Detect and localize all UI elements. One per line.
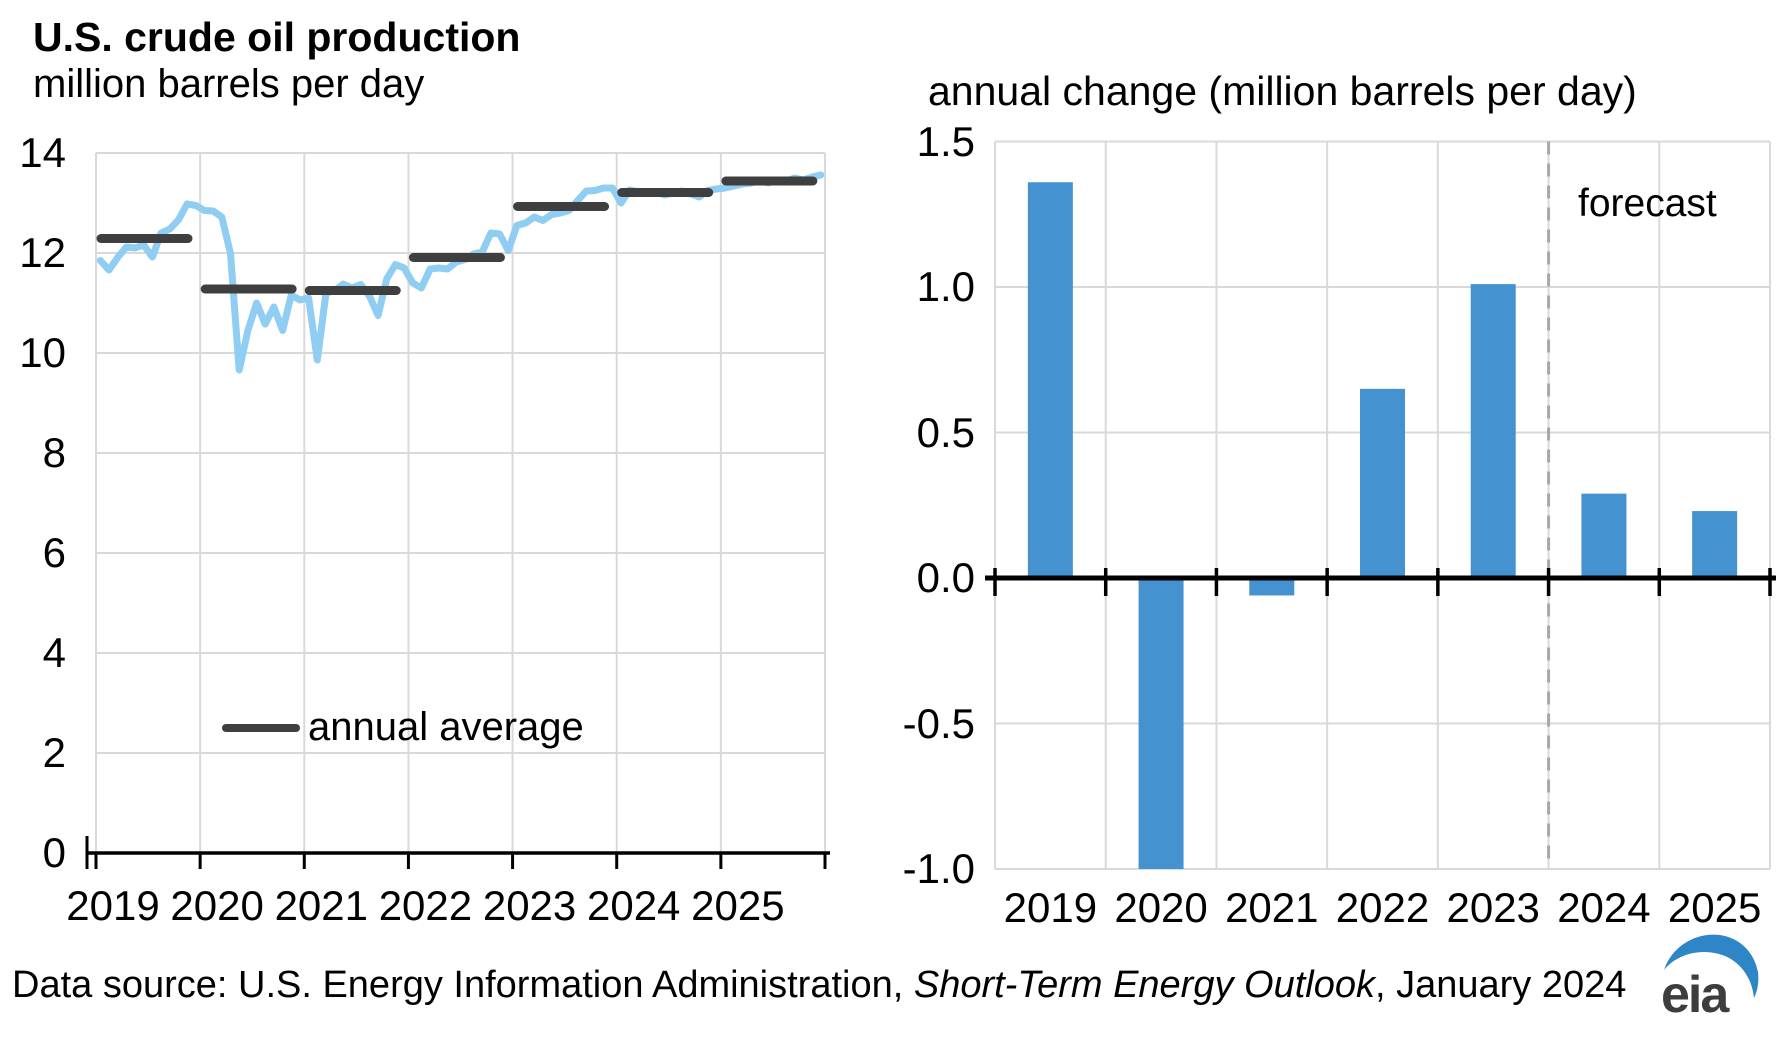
source-publication: Short-Term Energy Outlook	[913, 964, 1375, 1006]
eia-logo: eia	[1661, 934, 1759, 1024]
annual-change-bar-2020	[1138, 578, 1184, 869]
eia-logo-text: eia	[1661, 966, 1730, 1024]
annual-change-bar-2024	[1581, 493, 1627, 578]
monthly-production-line	[96, 171, 825, 374]
eia-logo-swoosh	[1664, 934, 1759, 998]
legend: annual average	[222, 705, 584, 750]
legend-label: annual average	[308, 705, 584, 749]
source-suffix: , January 2024	[1374, 964, 1627, 1006]
annual-change-bar-2021	[1249, 578, 1295, 596]
data-source-note: Data source: U.S. Energy Information Adm…	[12, 964, 1626, 1007]
right-chart-title: annual change (million barrels per day)	[928, 68, 1637, 114]
annual-change-bar-2019	[1027, 182, 1073, 579]
left-chart-title: U.S. crude oil production	[33, 14, 521, 60]
annual-average-line-swatch	[222, 723, 300, 732]
forecast-annotation: forecast	[1578, 182, 1717, 225]
annual-change-bar-2022	[1360, 388, 1405, 578]
left-chart-subtitle: million barrels per day	[33, 62, 425, 106]
annual-change-bar-2023	[1470, 284, 1516, 578]
source-prefix: Data source: U.S. Energy Information Adm…	[12, 964, 914, 1006]
annual-change-bar-2025	[1692, 511, 1738, 578]
